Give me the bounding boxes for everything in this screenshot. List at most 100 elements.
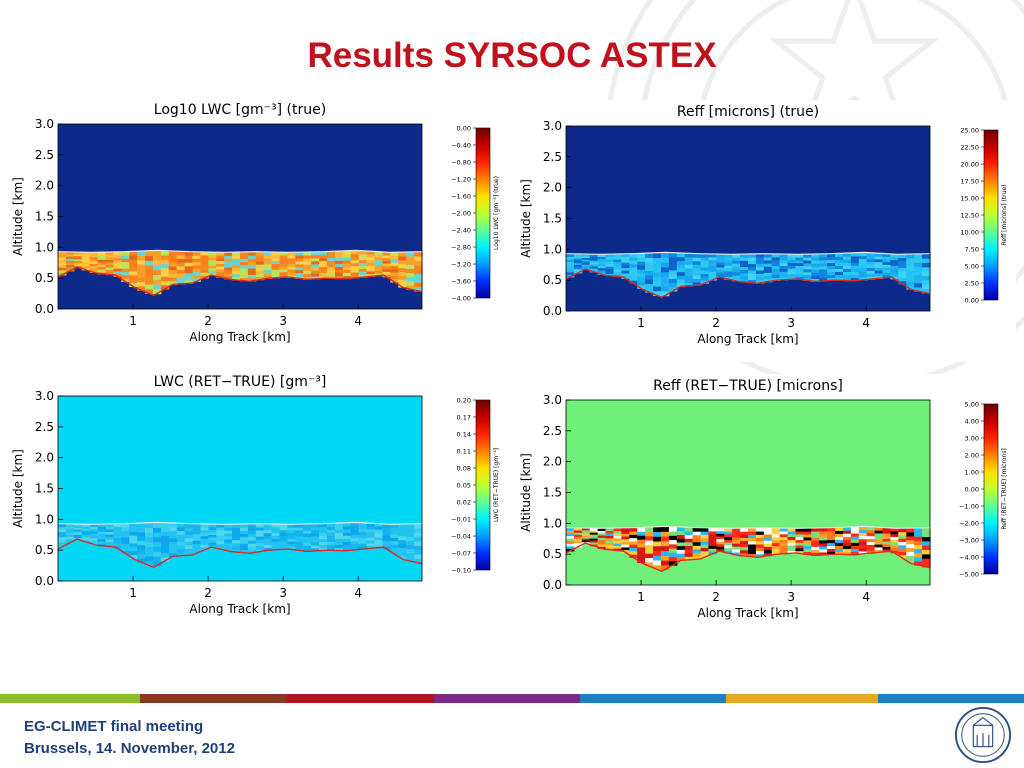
cloud-cell (645, 274, 654, 280)
cloud-cell (716, 266, 725, 271)
cloud-cell (922, 284, 931, 290)
cloud-cell (850, 268, 860, 272)
cloud-cell (311, 526, 320, 531)
cloud-cell (390, 268, 399, 273)
cloud-cell (65, 253, 75, 257)
cloud-cell (303, 261, 312, 265)
cloud-cell (232, 542, 241, 547)
cloud-cell (97, 543, 107, 547)
cloud-cell (168, 250, 178, 256)
cloud-cell (827, 274, 836, 278)
cloud-cell (605, 547, 615, 551)
cloud-cell (263, 269, 273, 274)
cloud-cell (129, 278, 138, 284)
cloud-cell (224, 541, 233, 546)
cloud-cell (311, 260, 320, 265)
cloud-cell (137, 268, 146, 274)
y-tick-label: 0.5 (35, 271, 54, 285)
cloud-cell (898, 554, 907, 559)
cloud-cell (279, 532, 289, 536)
cloud-cell (414, 269, 423, 275)
cloud-cell (192, 251, 202, 256)
cloud-cell (811, 546, 820, 550)
cloud-cell (724, 262, 733, 266)
cloud-cell (89, 524, 99, 528)
cloud-cell (645, 531, 654, 537)
cloud-cell (255, 257, 265, 262)
cloud-cell (65, 536, 75, 540)
cloud-cell (850, 539, 860, 543)
cloud-cell (342, 522, 352, 527)
cloud-cell (350, 543, 360, 548)
cloud-cell (113, 259, 122, 264)
cloud-cell (882, 272, 892, 276)
cloud-cell (629, 263, 638, 268)
cloud-cell (240, 527, 249, 531)
colorbar-tick-label: −1.20 (451, 176, 471, 184)
cloud-cell (58, 251, 67, 255)
colorbar-tick-label: −2.40 (451, 227, 471, 235)
cloud-cell (573, 266, 583, 270)
cloud-cell (779, 271, 789, 275)
cloud-cell (858, 258, 868, 263)
cloud-cell (827, 268, 836, 273)
cloud-cell (811, 272, 820, 276)
cloud-cell (152, 522, 162, 528)
cloud-cell (160, 539, 170, 545)
cloud-cell (390, 527, 399, 532)
cloud-cell (819, 530, 828, 535)
cloud-cell (271, 538, 281, 542)
cloud-cell (81, 265, 91, 269)
y-tick-label: 0.5 (543, 547, 562, 561)
cloud-cell (645, 283, 654, 289)
cloud-cell (295, 538, 304, 543)
cloud-cell (232, 252, 241, 256)
cloud-cell (73, 263, 83, 267)
cloud-cell (724, 268, 733, 272)
cloud-cell (334, 523, 344, 527)
cloud-cell (637, 276, 646, 282)
cloud-cell (73, 262, 83, 265)
cloud-cell (653, 281, 662, 287)
cloud-cell (271, 266, 281, 270)
cloud-cell (358, 525, 368, 530)
cloud-cell (105, 261, 114, 266)
cloud-cell (858, 255, 868, 260)
cloud-cell (390, 265, 399, 270)
cloud-cell (279, 538, 289, 542)
cloud-cell (874, 264, 884, 268)
cloud-cell (566, 532, 575, 537)
cloud-cell (692, 541, 702, 546)
cloud-cell (327, 260, 336, 264)
cloud-cell (779, 545, 789, 549)
cloud-cell (803, 533, 812, 538)
cloud-cell (724, 256, 733, 261)
cloud-cell (700, 531, 710, 535)
cloud-cell (200, 538, 209, 542)
cloud-cell (374, 534, 384, 538)
cloud-cell (771, 265, 781, 270)
cloud-cell (645, 535, 654, 541)
colorbar-label: Reff [microns] (true) (1001, 185, 1008, 246)
cloud-top-line (57, 521, 423, 525)
cloud-cell (311, 254, 320, 259)
cloud-cell (73, 527, 83, 530)
cloud-cell (145, 560, 154, 567)
cloud-cell (732, 543, 741, 547)
cloud-cell (295, 275, 304, 279)
cloud-cell (176, 544, 186, 550)
cloud-cell (192, 271, 202, 276)
colorbar-tick-label: 12.50 (960, 212, 979, 220)
cloud-cell (795, 259, 804, 264)
cloud-cell (914, 274, 923, 280)
cloud-cell (327, 538, 336, 542)
cloud-cell (295, 266, 304, 271)
cloud-cell (629, 260, 638, 265)
cloud-cell (874, 530, 884, 534)
cloud-cells (566, 252, 931, 297)
cloud-cell (581, 536, 591, 539)
cloud-cell (637, 550, 646, 556)
cloud-cell (787, 256, 797, 261)
cloud-cell (566, 530, 575, 534)
cloud-cell (740, 540, 749, 545)
